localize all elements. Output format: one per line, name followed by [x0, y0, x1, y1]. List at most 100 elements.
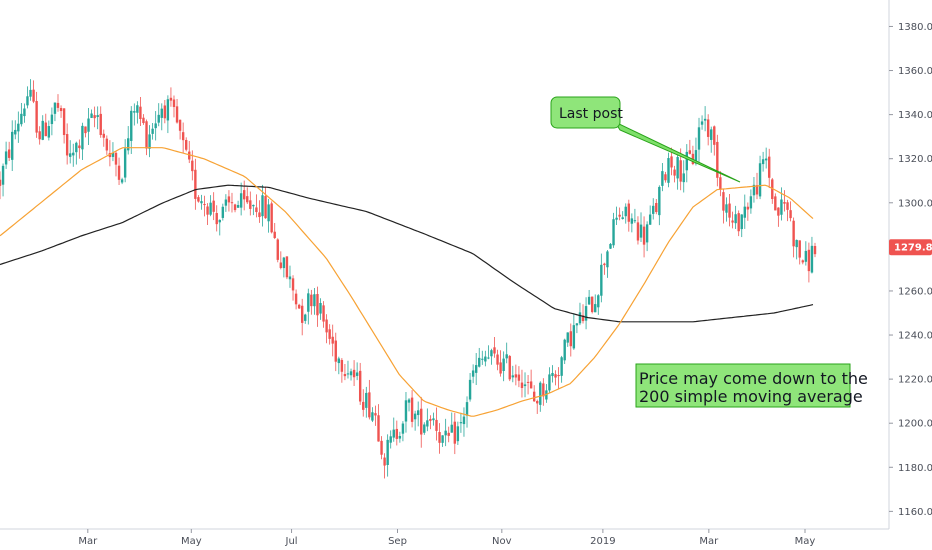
candle-down	[529, 381, 533, 389]
candle-up	[20, 113, 23, 125]
candle-down	[514, 374, 518, 378]
candle-up	[474, 365, 478, 373]
candle-up	[404, 400, 408, 422]
candle-up	[209, 202, 212, 215]
candle-up	[123, 148, 127, 178]
candle-up	[563, 339, 566, 361]
current-price-value: 1279.84	[894, 243, 932, 254]
candle-down	[542, 383, 545, 397]
candle-up	[548, 374, 551, 391]
candle-up	[346, 373, 350, 375]
candle-down	[99, 113, 102, 135]
candle-down	[331, 336, 334, 344]
candle-down	[517, 374, 521, 381]
candle-down	[163, 105, 167, 119]
candle-up	[481, 358, 484, 360]
candle-down	[554, 374, 557, 378]
candle-down	[270, 203, 273, 233]
candle-up	[221, 206, 225, 218]
candle-down	[679, 160, 682, 182]
candle-up	[371, 412, 374, 421]
candle-up	[743, 206, 746, 218]
candle-down	[520, 382, 524, 389]
candle-up	[804, 250, 808, 262]
candle-up	[41, 120, 44, 140]
candle-down	[230, 202, 234, 204]
candle-down	[233, 204, 237, 211]
x-tick-label: Nov	[492, 536, 512, 547]
candle-down	[655, 202, 658, 213]
candle-down	[435, 419, 438, 431]
candle-up	[252, 204, 255, 207]
candle-down	[368, 392, 371, 418]
y-tick-label: 1260.00	[898, 286, 932, 297]
candle-up	[392, 429, 395, 438]
candle-up	[810, 245, 814, 273]
candle-down	[343, 373, 347, 377]
candle-down	[142, 117, 145, 124]
candle-up	[389, 436, 392, 443]
candle-up	[69, 153, 72, 157]
candle-up	[17, 123, 20, 132]
candle-down	[493, 347, 496, 354]
candle-down	[316, 294, 319, 316]
candle-up	[130, 110, 133, 141]
candle-down	[636, 222, 640, 241]
candle-up	[478, 357, 481, 367]
candle-up	[511, 375, 515, 378]
y-tick-label: 1320.00	[898, 154, 932, 165]
candle-up	[90, 113, 93, 118]
candle-down	[203, 204, 206, 206]
candle-up	[572, 325, 576, 349]
candle-up	[502, 358, 505, 371]
candle-up	[23, 108, 26, 117]
x-tick-label: Sep	[388, 536, 407, 547]
y-tick-label: 1300.00	[898, 198, 932, 209]
candle-down	[581, 315, 585, 322]
candle-up	[236, 205, 240, 208]
candle-up	[151, 128, 154, 134]
candle-up	[710, 129, 713, 140]
candle-up	[1, 165, 5, 185]
candle-up	[645, 224, 649, 243]
candle-down	[215, 213, 218, 225]
candle-down	[175, 106, 179, 123]
candle-down	[429, 418, 432, 421]
candle-up	[426, 420, 429, 427]
candle-down	[7, 149, 11, 158]
time-axis[interactable]: Mar May Jul Sep Nov 2019 Mar May	[78, 529, 815, 547]
candle-down	[362, 401, 365, 410]
candle-up	[697, 127, 701, 150]
candle-up	[761, 159, 765, 165]
candle-up	[587, 296, 591, 305]
candle-down	[627, 203, 631, 222]
candle-down	[258, 212, 261, 218]
candle-up	[661, 171, 664, 186]
candle-up	[267, 204, 270, 222]
candle-down	[670, 156, 673, 168]
candle-up	[560, 357, 563, 376]
y-tick-label: 1220.00	[898, 375, 932, 386]
candle-up	[484, 356, 487, 362]
candle-down	[768, 156, 771, 178]
candle-up	[615, 217, 618, 220]
candle-down	[310, 294, 313, 307]
note-line-2: 200 simple moving average	[639, 387, 863, 406]
candle-up	[218, 219, 221, 223]
candle-down	[178, 119, 182, 131]
candle-down	[194, 169, 197, 199]
candle-down	[65, 134, 69, 156]
candle-up	[53, 102, 57, 114]
candle-up	[432, 418, 435, 421]
x-tick-label: Mar	[78, 536, 98, 547]
candle-down	[334, 340, 337, 362]
candle-up	[398, 435, 402, 439]
candle-down	[300, 305, 304, 323]
y-tick-label: 1200.00	[898, 419, 932, 430]
candle-down	[807, 249, 811, 272]
candle-up	[551, 372, 554, 377]
ma50-line	[0, 147, 814, 417]
candle-down	[172, 99, 176, 108]
candle-up	[4, 151, 8, 165]
